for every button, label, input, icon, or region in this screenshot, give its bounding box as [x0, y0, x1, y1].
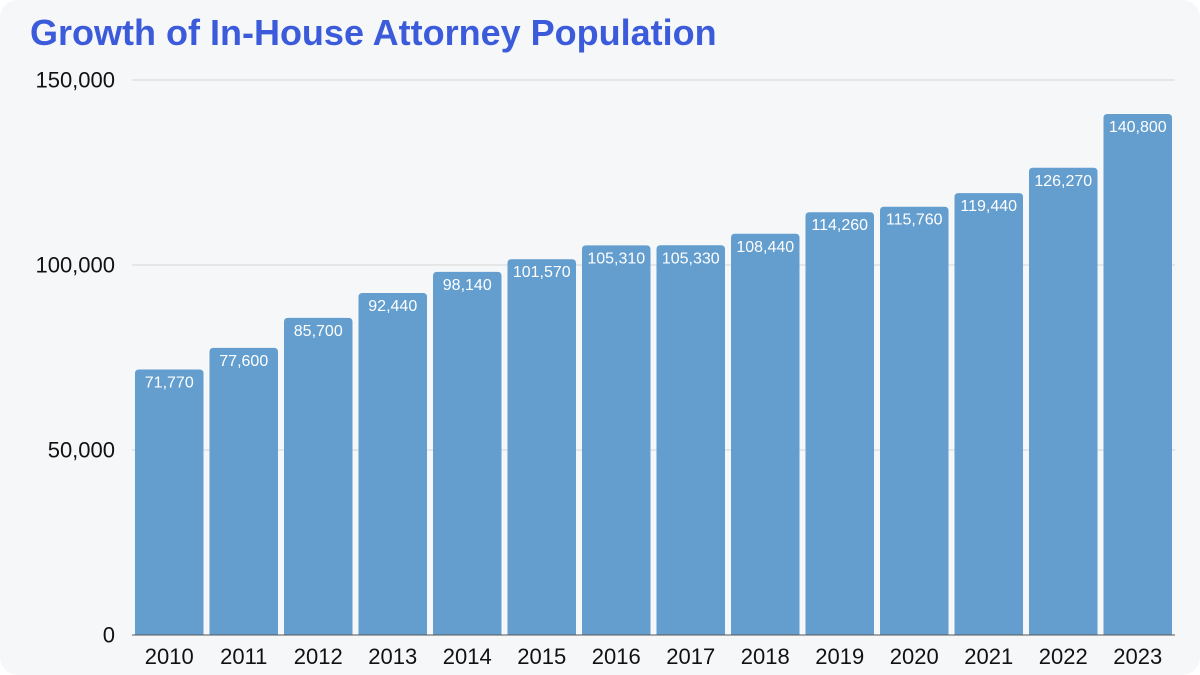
data-label: 105,310: [587, 250, 645, 267]
bar: [954, 193, 1023, 635]
data-label: 140,800: [1109, 119, 1167, 136]
x-tick-label: 2021: [964, 644, 1013, 669]
x-tick-label: 2011: [220, 644, 267, 669]
y-tick-label: 50,000: [48, 438, 115, 463]
bar: [880, 206, 949, 636]
bar: [209, 347, 278, 635]
y-tick-label: 150,000: [35, 68, 115, 93]
x-tick-label: 2015: [517, 644, 566, 669]
chart-title: Growth of In-House Attorney Population: [30, 12, 717, 53]
data-label: 85,700: [294, 323, 343, 340]
x-tick-label: 2020: [890, 644, 939, 669]
bar: [433, 271, 502, 635]
data-label: 71,770: [145, 374, 194, 391]
bar: [135, 369, 204, 635]
bar: [731, 233, 800, 635]
bar: [805, 212, 874, 635]
data-label: 77,600: [219, 353, 268, 370]
data-label: 101,570: [513, 264, 571, 281]
data-label: 92,440: [368, 298, 417, 315]
data-label: 119,440: [960, 198, 1017, 215]
x-tick-label: 2012: [294, 644, 343, 669]
x-tick-label: 2014: [443, 644, 492, 669]
x-tick-label: 2010: [145, 644, 194, 669]
x-tick-label: 2022: [1039, 644, 1088, 669]
bar: [284, 317, 353, 635]
data-label: 108,440: [736, 239, 794, 256]
data-label: 98,140: [443, 277, 492, 294]
x-tick-label: 2018: [741, 644, 790, 669]
bar: [1029, 167, 1098, 635]
y-tick-label: 100,000: [35, 253, 115, 278]
x-tick-label: 2023: [1113, 644, 1162, 669]
y-tick-label: 0: [103, 623, 115, 648]
data-label: 115,760: [886, 212, 943, 229]
x-tick-label: 2017: [666, 644, 715, 669]
data-label: 114,260: [811, 217, 868, 234]
x-tick-label: 2019: [815, 644, 864, 669]
data-label: 126,270: [1034, 173, 1092, 190]
bar: [507, 259, 576, 635]
x-tick-label: 2016: [592, 644, 641, 669]
x-tick-label: 2013: [368, 644, 417, 669]
bar: [656, 245, 725, 636]
bar: [1103, 114, 1172, 636]
data-label: 105,330: [662, 250, 720, 267]
bar: [358, 292, 427, 635]
bar: [582, 245, 651, 635]
